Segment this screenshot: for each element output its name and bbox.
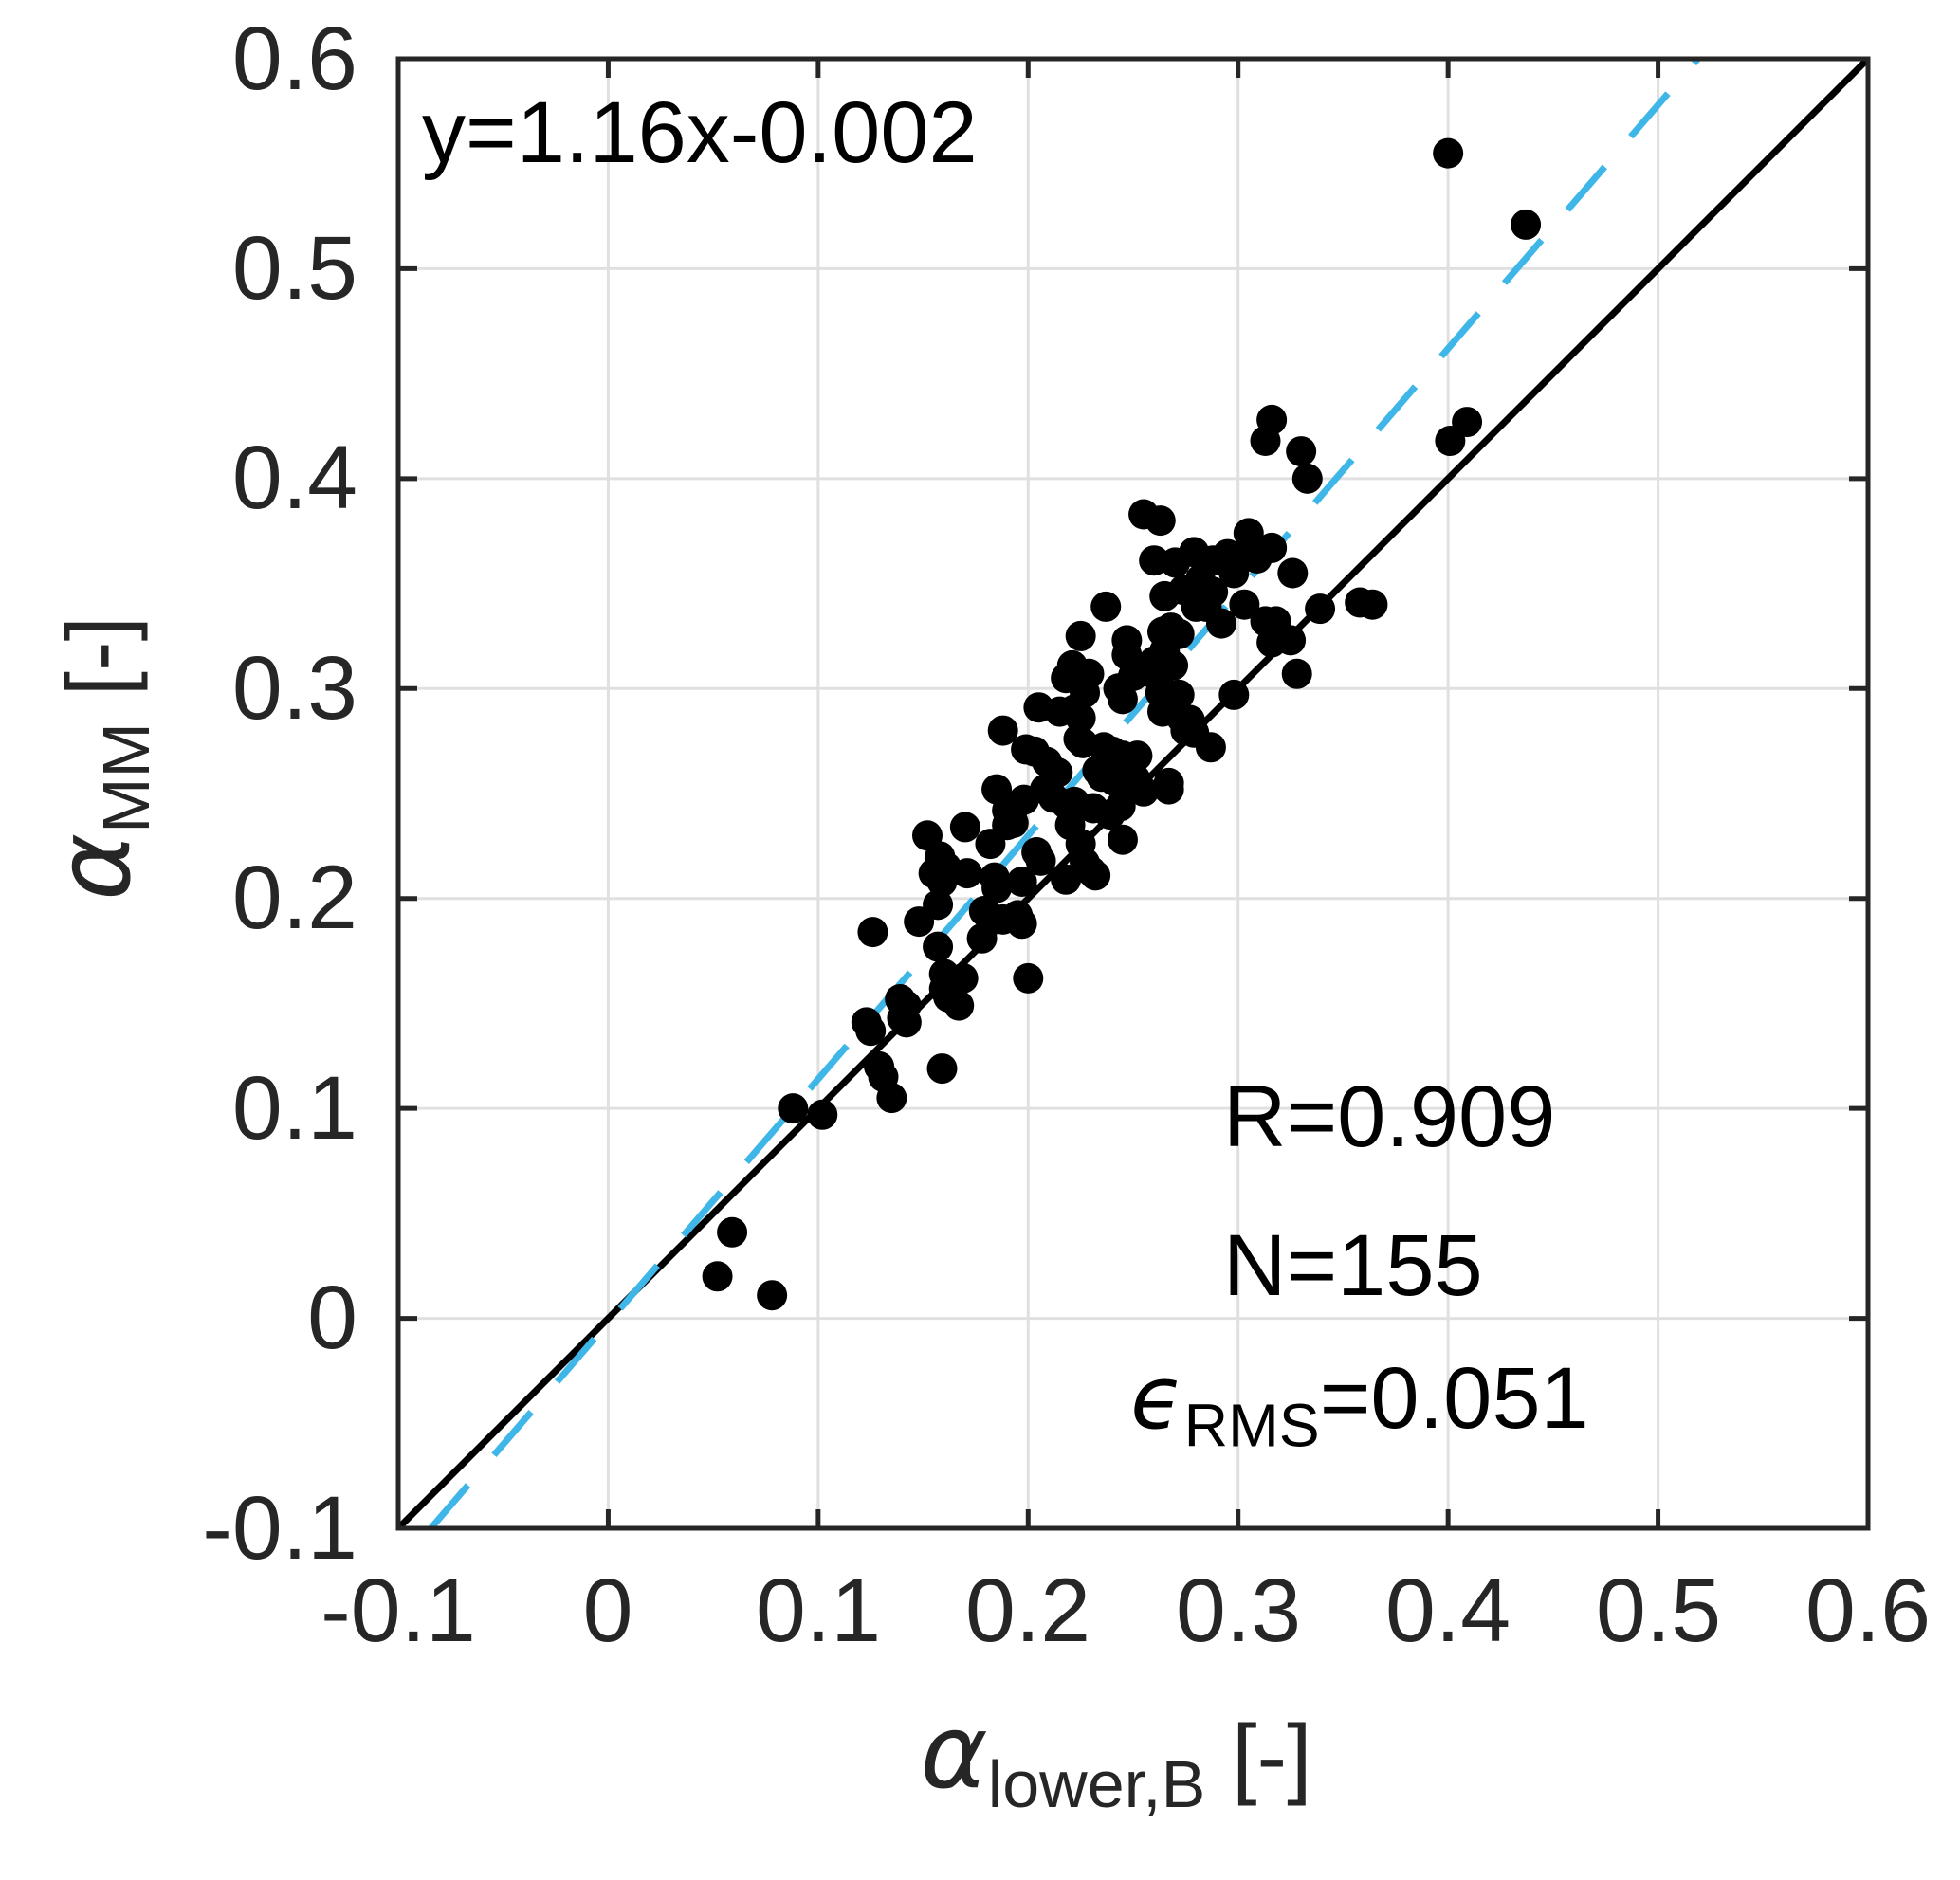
data-point <box>987 715 1018 746</box>
data-point <box>1511 209 1542 240</box>
data-point <box>943 990 975 1021</box>
y-tick-label: 0.2 <box>231 848 357 948</box>
data-point <box>1099 765 1130 796</box>
y-tick-label: 0.6 <box>231 9 357 109</box>
data-point <box>807 1099 838 1130</box>
data-point <box>876 1083 907 1114</box>
y-axis-label: αMM [-] <box>35 615 163 901</box>
data-point <box>918 858 949 889</box>
data-point <box>778 1093 809 1124</box>
data-point <box>1013 962 1044 994</box>
data-point <box>981 872 1013 903</box>
alpha-symbol: α <box>920 1693 988 1812</box>
sample-count-label: N=155 <box>1223 1217 1483 1314</box>
x-tick-label: 0.1 <box>755 1561 882 1661</box>
data-point <box>702 1261 733 1292</box>
data-point <box>1006 867 1037 897</box>
data-point <box>992 810 1023 841</box>
correlation-value-label: R=0.909 <box>1223 1068 1556 1165</box>
data-point <box>1070 677 1101 708</box>
y-tick-label: 0.1 <box>231 1058 357 1159</box>
data-point <box>1286 436 1317 467</box>
x-tick-label: 0.3 <box>1175 1561 1302 1661</box>
data-point <box>1452 407 1483 438</box>
data-point <box>1256 532 1288 563</box>
data-point <box>757 1280 788 1311</box>
data-point <box>890 1007 922 1038</box>
data-point <box>1275 625 1307 656</box>
x-tick-label: -0.1 <box>321 1561 476 1661</box>
x-tick-label: 0.5 <box>1595 1561 1722 1661</box>
x-axis-unit: [-] <box>1232 1707 1312 1807</box>
y-tick-label: -0.1 <box>202 1478 357 1579</box>
data-point <box>1122 740 1153 772</box>
data-point <box>1080 860 1111 891</box>
data-point <box>923 931 954 962</box>
axes-frame <box>395 56 1871 1531</box>
y-axis-subscript: MM <box>89 722 163 833</box>
data-point <box>949 812 980 843</box>
data-point <box>1184 564 1216 595</box>
data-point <box>1153 767 1184 798</box>
data-point <box>1250 426 1281 456</box>
y-tick-label: 0.5 <box>231 218 357 319</box>
data-point <box>952 858 983 889</box>
y-tick-label: 0.3 <box>231 638 357 739</box>
data-point <box>1291 463 1323 494</box>
data-point <box>1195 732 1226 763</box>
rms-error-label: ϵRMS=0.051 <box>1130 1355 1589 1456</box>
data-point <box>855 1015 887 1047</box>
data-point <box>1042 757 1073 788</box>
x-axis-label: αlower,B [-] <box>921 1702 1312 1818</box>
data-point <box>1229 589 1260 620</box>
data-point <box>1357 589 1388 620</box>
data-point <box>1277 557 1309 589</box>
epsilon-symbol: ϵ <box>1130 1347 1184 1449</box>
epsilon-value: =0.051 <box>1319 1350 1589 1447</box>
y-tick-label: 0.4 <box>231 428 357 528</box>
data-point <box>966 922 998 954</box>
data-point <box>1025 845 1056 876</box>
data-point <box>1145 505 1176 537</box>
data-point <box>857 917 888 948</box>
alpha-symbol: α <box>35 832 154 902</box>
data-point <box>1051 864 1082 895</box>
data-point <box>1090 591 1122 622</box>
data-point <box>1103 673 1134 704</box>
x-tick-label: 0 <box>582 1561 633 1661</box>
y-tick-label: 0 <box>307 1268 357 1368</box>
data-point <box>926 1053 958 1085</box>
y-axis-unit: [-] <box>48 615 149 697</box>
data-point <box>1281 658 1312 689</box>
data-point <box>1158 649 1189 681</box>
data-point <box>1218 557 1250 589</box>
data-point <box>1006 908 1037 940</box>
data-point <box>1206 608 1236 639</box>
data-point <box>1077 793 1108 824</box>
data-point <box>1107 824 1138 855</box>
data-point <box>1305 593 1336 625</box>
epsilon-subscript: RMS <box>1183 1391 1320 1460</box>
data-point <box>717 1216 748 1248</box>
x-tick-label: 0.4 <box>1384 1561 1511 1661</box>
data-point <box>923 889 954 921</box>
x-tick-label: 0.2 <box>964 1561 1091 1661</box>
data-point <box>1065 620 1096 651</box>
x-axis-subscript: lower,B <box>987 1747 1206 1821</box>
x-tick-label: 0.6 <box>1804 1561 1932 1661</box>
data-point <box>1433 137 1464 169</box>
data-point <box>1065 703 1096 734</box>
data-point <box>1218 679 1250 710</box>
fit-equation-label: y=1.16x-0.002 <box>422 84 978 181</box>
